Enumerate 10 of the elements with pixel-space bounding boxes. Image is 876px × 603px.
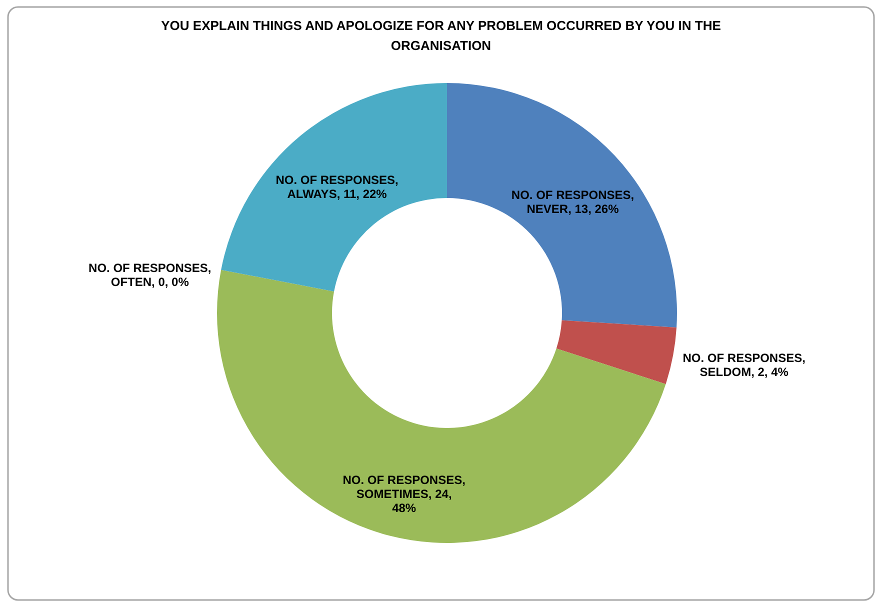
donut-slice xyxy=(217,270,666,543)
data-label: NO. OF RESPONSES, SELDOM, 2, 4% xyxy=(682,350,806,379)
data-label: NO. OF RESPONSES, SOMETIMES, 24, 48% xyxy=(342,473,466,516)
data-label: NO. OF RESPONSES, NEVER, 13, 26% xyxy=(511,188,634,216)
donut-slice xyxy=(447,83,677,328)
donut-slice xyxy=(556,320,677,384)
text: NO. OF RESPONSES, OFTEN, 0, 0% xyxy=(88,261,212,290)
data-label: NO. OF RESPONSES, ALWAYS, 11, 22% xyxy=(276,173,398,202)
donut-slice xyxy=(221,83,447,292)
chart-title: YOU EXPLAIN THINGS AND APOLOGIZE FOR ANY PROBLEM OCCURRED BY YOU IN THE ORGANISATION xyxy=(161,18,722,53)
